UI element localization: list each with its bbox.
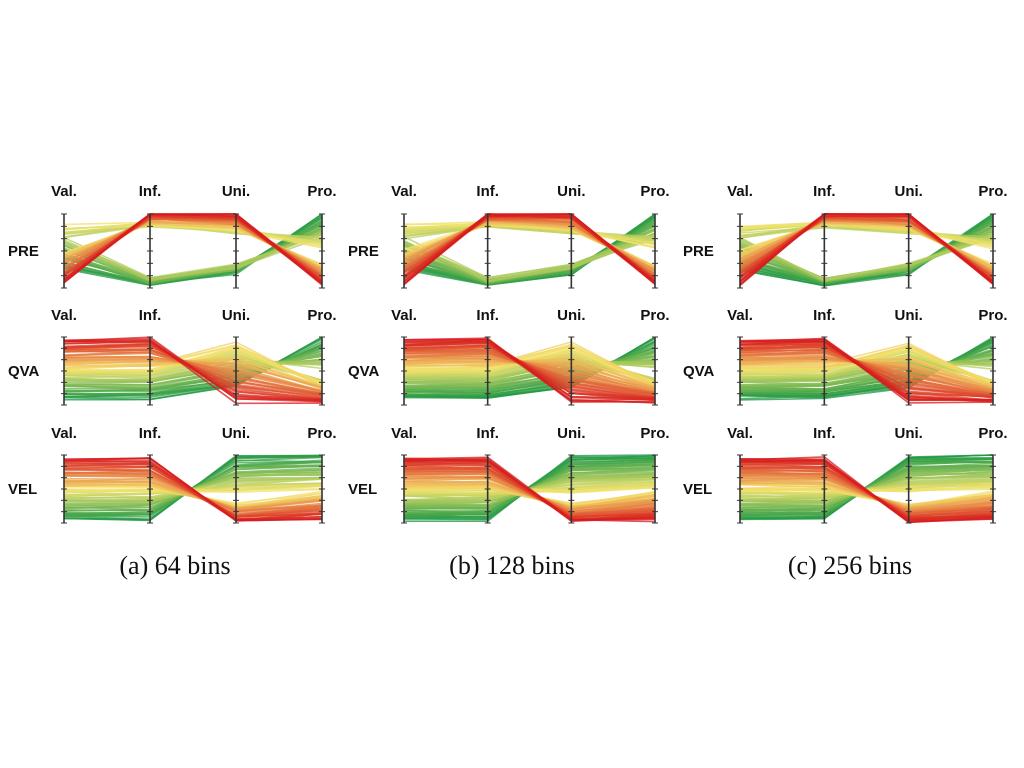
line-bundle [63, 454, 323, 522]
row-vel: Val. Inf. Uni. Pro. VEL [8, 425, 337, 524]
axis-label: Val. [727, 183, 753, 200]
row-pre: Val. Inf. Uni. Pro. PRE [348, 183, 670, 289]
data-line [63, 236, 323, 281]
data-line [739, 456, 994, 523]
data-line [739, 338, 994, 404]
axis-label: Uni. [894, 307, 922, 324]
data-line [63, 462, 323, 521]
axis-label: Val. [727, 425, 753, 442]
data-line [403, 459, 656, 521]
data-line [63, 213, 323, 285]
row-label: PRE [683, 243, 714, 260]
axis-label: Pro. [640, 183, 669, 200]
data-line [403, 213, 656, 285]
row-label: PRE [348, 243, 379, 260]
row-qva: Val. Inf. Uni. Pro. QVA [683, 307, 1008, 406]
row-label: VEL [8, 481, 37, 498]
data-line [63, 459, 323, 520]
axis-label: Inf. [813, 307, 836, 324]
axis-label: Inf. [813, 425, 836, 442]
axis-label: Inf. [476, 183, 499, 200]
line-bundle [739, 213, 994, 287]
axis-label: Uni. [894, 425, 922, 442]
axis-label: Uni. [557, 183, 585, 200]
line-bundle [739, 336, 994, 404]
data-line [403, 341, 656, 402]
axis-label: Inf. [139, 307, 162, 324]
axis-label: Uni. [557, 425, 585, 442]
row-label: VEL [348, 481, 377, 498]
axis-label: Val. [51, 425, 77, 442]
axis-label: Pro. [978, 307, 1007, 324]
data-line [63, 224, 323, 249]
row-pre: Val. Inf. Uni. Pro. PRE [8, 183, 337, 289]
axis-label: Val. [51, 307, 77, 324]
axis-label: Uni. [222, 183, 250, 200]
axis-label: Pro. [307, 183, 336, 200]
line-bundle [739, 454, 994, 524]
axis-label: Uni. [222, 425, 250, 442]
axis-label: Pro. [307, 425, 336, 442]
axis-label: Pro. [307, 307, 336, 324]
data-line [63, 457, 323, 522]
row-vel: Val. Inf. Uni. Pro. VEL [683, 425, 1008, 524]
axis-label: Uni. [557, 307, 585, 324]
axis-label: Inf. [813, 183, 836, 200]
axis-label: Inf. [139, 183, 162, 200]
axis-label: Val. [51, 183, 77, 200]
line-bundle [63, 336, 323, 405]
row-vel: Val. Inf. Uni. Pro. VEL [348, 425, 670, 524]
axis-label: Pro. [640, 307, 669, 324]
data-line [739, 345, 994, 388]
panel-caption: (c) 256 bins [788, 551, 912, 580]
row-label: PRE [8, 243, 39, 260]
data-line [739, 359, 994, 391]
axis-label: Uni. [894, 183, 922, 200]
axis-label: Inf. [476, 425, 499, 442]
data-line [63, 344, 323, 387]
axis-label: Pro. [640, 425, 669, 442]
axis-label: Uni. [222, 307, 250, 324]
row-label: QVA [8, 363, 40, 380]
axis-label: Pro. [978, 425, 1007, 442]
panel-caption: (b) 128 bins [449, 551, 575, 580]
axis-label: Val. [391, 183, 417, 200]
axis-label: Val. [727, 307, 753, 324]
row-pre: Val. Inf. Uni. Pro. PRE [683, 183, 1008, 289]
row-qva: Val. Inf. Uni. Pro. QVA [8, 307, 337, 406]
row-label: VEL [683, 481, 712, 498]
data-line [63, 339, 323, 405]
row-label: QVA [348, 363, 380, 380]
panel-caption: (a) 64 bins [119, 551, 230, 580]
data-line [403, 456, 656, 523]
data-line [63, 336, 323, 403]
line-bundle [63, 213, 323, 286]
axis-label: Inf. [139, 425, 162, 442]
axis-label: Val. [391, 425, 417, 442]
row-qva: Val. Inf. Uni. Pro. QVA [348, 307, 670, 406]
axis-label: Val. [391, 307, 417, 324]
row-label: QVA [683, 363, 715, 380]
line-bundle [403, 336, 656, 404]
data-line [739, 213, 994, 287]
line-bundle [403, 454, 656, 523]
axis-label: Inf. [476, 307, 499, 324]
data-line [403, 235, 656, 279]
data-line [403, 337, 656, 403]
axis-label: Pro. [978, 183, 1007, 200]
line-bundle [403, 213, 656, 286]
